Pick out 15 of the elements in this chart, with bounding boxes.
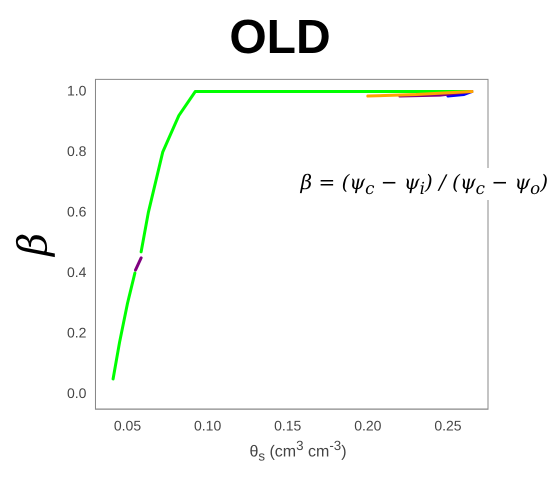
x-tick-label: 0.15 [274,417,302,434]
chart-title: OLD [228,10,332,66]
y-tick-label: 0.8 [66,142,87,159]
y-tick-label: 0.2 [66,324,87,340]
y-tick-label: 1.0 [66,82,87,98]
x-axis-title: θ$_{s}$ (cm$^{3}$ cm$^{-3}$) [248,438,348,464]
y-tick-label: 0.6 [66,203,87,220]
x-tick-label: 0.05 [114,417,142,434]
y-axis-title: β [10,232,56,258]
x-tick-label: 0.25 [434,417,462,434]
x-tick-label: 0.20 [354,417,382,434]
text: β = (ψ$_{c}$ − ψ$_{i}$) / (ψ$_{c}$ − ψ$_{o}$) [300,170,548,198]
y-tick-label: 0.0 [66,384,87,401]
y-tick-label: 0.4 [66,264,87,280]
x-tick-label: 0.10 [194,417,222,434]
